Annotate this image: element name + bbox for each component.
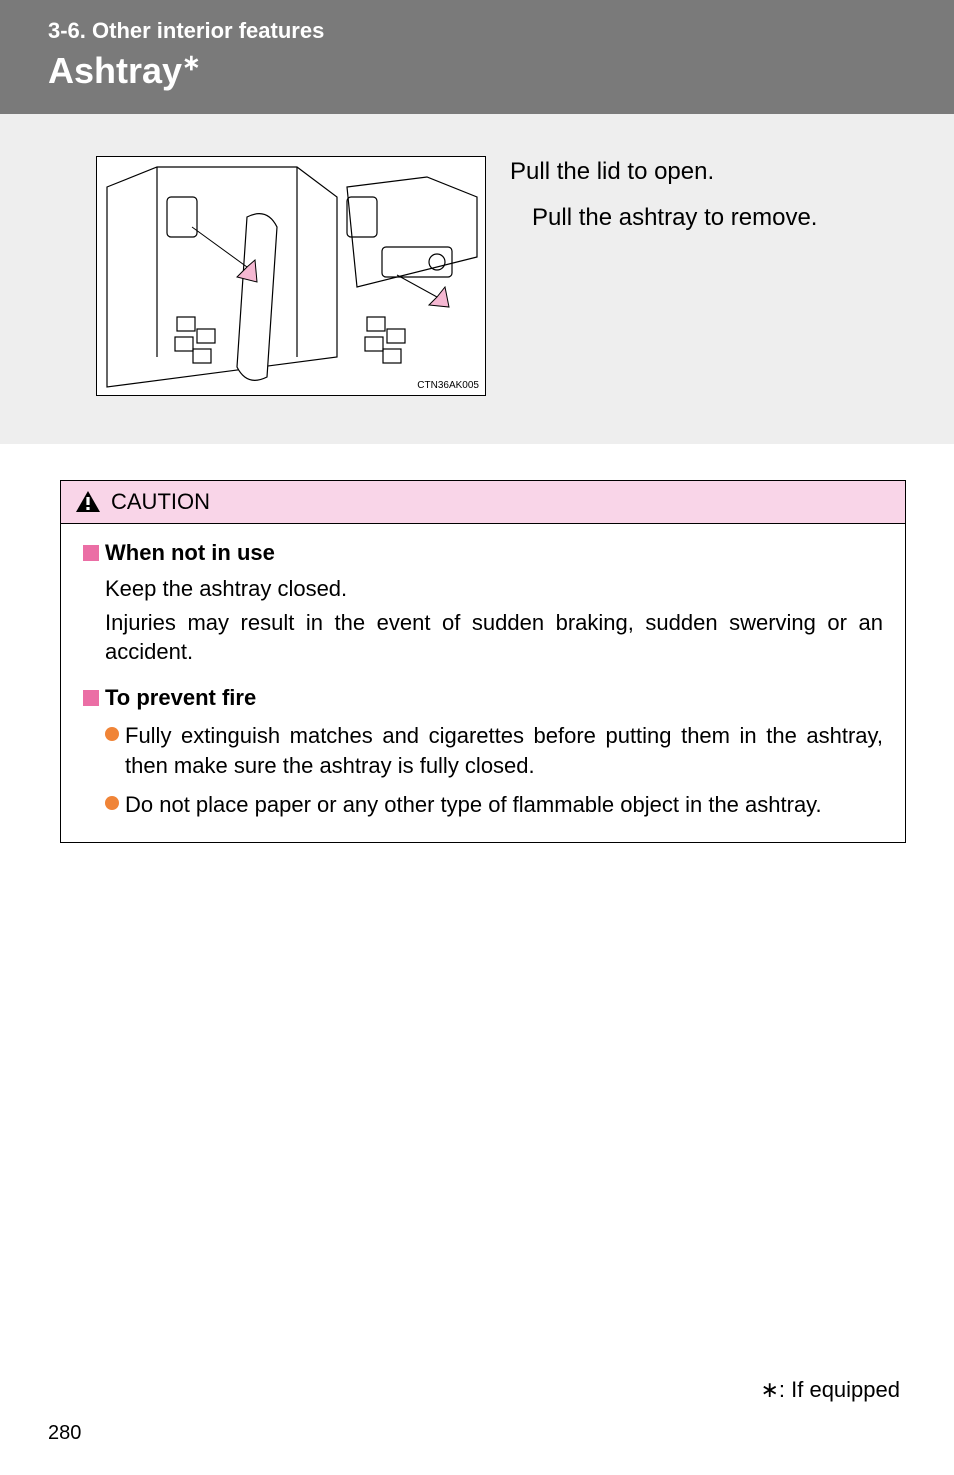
page-header: 3-6. Other interior features Ashtray∗ [0,0,954,114]
subhead-text-1: When not in use [105,540,275,566]
intro-line-2: Pull the ashtray to remove. [532,204,906,232]
title-text: Ashtray [48,50,182,91]
caution-header: CAUTION [61,481,905,524]
intro-line-1: Pull the lid to open. [510,158,906,186]
bullet-dot-icon [105,727,119,741]
caution-label: CAUTION [111,489,210,515]
paragraph: Injuries may result in the event of sudd… [105,608,883,667]
caution-box: CAUTION When not in use Keep the ashtray… [60,480,906,843]
subhead-to-prevent-fire: To prevent fire [83,685,883,711]
paragraph: Keep the ashtray closed. [105,574,883,604]
page-number: 280 [48,1422,81,1445]
subhead-when-not-in-use: When not in use [83,540,883,566]
section-label: 3-6. Other interior features [48,18,954,44]
page-title: Ashtray∗ [48,50,954,92]
bullet-item: Fully extinguish matches and cigarettes … [105,721,883,780]
square-marker-icon [83,690,99,706]
intro-text: Pull the lid to open. Pull the ashtray t… [510,156,906,396]
illustration: CTN36AK005 [96,156,486,396]
warning-icon [75,490,101,514]
intro-block: CTN36AK005 Pull the lid to open. Pull th… [0,114,954,444]
bullet-item: Do not place paper or any other type of … [105,790,883,820]
caution-body: When not in use Keep the ashtray closed.… [61,524,905,842]
bullet-text: Do not place paper or any other type of … [125,790,883,820]
bullet-dot-icon [105,796,119,810]
square-marker-icon [83,545,99,561]
footnote: ∗: If equipped [760,1377,900,1403]
bullet-text: Fully extinguish matches and cigarettes … [125,721,883,780]
subhead-text-2: To prevent fire [105,685,256,711]
title-suffix: ∗ [182,50,200,75]
illustration-code: CTN36AK005 [417,380,479,391]
